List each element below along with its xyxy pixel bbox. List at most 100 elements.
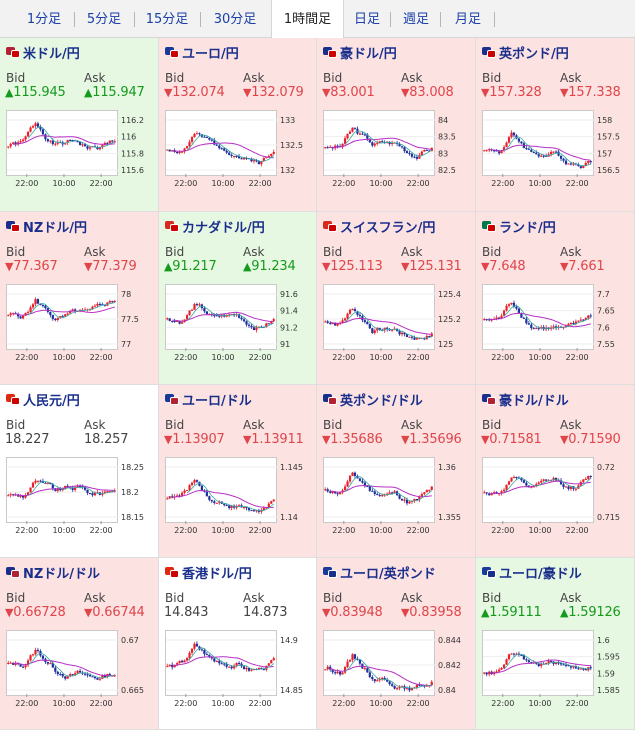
currency-pair-card[interactable]: 英ポンド/円 Bid Ask ▼157.328 ▼157.338 158 157.5 157 1…: [476, 38, 635, 212]
pair-header[interactable]: 人民元/円: [6, 391, 80, 409]
currency-pair-card[interactable]: 豪ドル/円 Bid Ask ▼83.001 ▼83.008 84 83.5 83 82.5 22:…: [317, 38, 476, 212]
candlestick-chart[interactable]: 1.6 1.595 1.59 1.585 22:00 10:00 22:00: [482, 630, 629, 708]
moving-average-short: [27, 126, 115, 149]
pair-name[interactable]: 香港ドル/円: [182, 566, 252, 582]
currency-pair-card[interactable]: 米ドル/円 Bid Ask ▲115.945 ▲115.947 116.2 116 115.8…: [0, 38, 159, 212]
currency-pair-card[interactable]: カナダドル/円 Bid Ask ▲91.217 ▲91.234 91.6 91.4 91.2 9…: [159, 212, 317, 385]
x-tick-label: 22:00: [90, 526, 113, 535]
down-arrow-icon: ▼: [164, 86, 173, 99]
pair-header[interactable]: 香港ドル/円: [165, 564, 252, 582]
tab-3[interactable]: 15分足: [145, 12, 189, 27]
tab-6[interactable]: 日足: [353, 12, 380, 27]
pair-header[interactable]: スイスフラン/円: [323, 218, 436, 236]
down-arrow-icon: ▼: [84, 606, 93, 619]
candlestick-chart[interactable]: 1.145 1.14 22:00 10:00 22:00: [165, 457, 312, 535]
pair-header[interactable]: NZドル/ドル: [6, 564, 101, 582]
candle-body: [46, 139, 49, 142]
candlestick-chart[interactable]: 0.72 0.715 22:00 10:00 22:00: [482, 457, 629, 535]
candle-body: [483, 319, 486, 321]
pair-header[interactable]: ユーロ/豪ドル: [482, 564, 582, 582]
tab-4[interactable]: 30分足: [213, 12, 257, 27]
currency-pair-card[interactable]: 香港ドル/円 Bid Ask 14.843 14.873 14.9 14.85 22:00 10…: [159, 558, 317, 730]
x-tick-label: 22:00: [566, 179, 589, 188]
candlestick-chart[interactable]: 125.4 125.2 125 22:00 10:00 22:00: [323, 284, 470, 362]
pair-name[interactable]: ランド/円: [499, 220, 556, 236]
candle-body: [176, 151, 179, 153]
gb-jp-flag-icon: [482, 46, 496, 58]
candle-body: [19, 316, 22, 319]
tab-7[interactable]: 週足: [402, 12, 429, 27]
candlestick-chart[interactable]: 91.6 91.4 91.2 91 22:00 10:00 22:00: [165, 284, 312, 362]
pair-name[interactable]: スイスフラン/円: [340, 220, 436, 236]
pair-header[interactable]: ユーロ/円: [165, 44, 239, 62]
pair-header[interactable]: 米ドル/円: [6, 44, 80, 62]
currency-pair-card[interactable]: ユーロ/英ポンド Bid Ask ▼0.83948 ▼0.83958 0.844 0.842…: [317, 558, 476, 730]
candlestick-chart[interactable]: 0.67 0.665 22:00 10:00 22:00: [6, 630, 153, 708]
pair-name[interactable]: ユーロ/英ポンド: [340, 566, 436, 582]
down-arrow-icon: ▼: [481, 86, 490, 99]
pair-header[interactable]: ユーロ/ドル: [165, 391, 252, 409]
candle-body: [203, 490, 206, 492]
ask-label: Ask: [560, 591, 582, 605]
currency-pair-card[interactable]: ユーロ/円 Bid Ask ▼132.074 ▼132.079 133 132.5 132 22…: [159, 38, 317, 212]
pair-header[interactable]: 豪ドル/ドル: [482, 391, 569, 409]
candlestick-chart[interactable]: 133 132.5 132 22:00 10:00 22:00: [165, 110, 312, 188]
pair-name[interactable]: 英ポンド/円: [499, 46, 569, 62]
candle-body: [567, 486, 570, 489]
candle-body: [587, 315, 590, 319]
pair-header[interactable]: ユーロ/英ポンド: [323, 564, 436, 582]
currency-pair-card[interactable]: スイスフラン/円 Bid Ask ▼125.113 ▼125.131 125.4 125.2…: [317, 212, 476, 385]
tab-5[interactable]: 1時間足: [271, 0, 344, 39]
ask-label: Ask: [243, 71, 265, 85]
candlestick-chart[interactable]: 14.9 14.85 22:00 10:00 22:00: [165, 630, 312, 708]
pair-name[interactable]: カナダドル/円: [182, 220, 265, 236]
currency-pair-card[interactable]: 豪ドル/ドル Bid Ask ▼0.71581 ▼0.71590 0.72 0.715 22:…: [476, 385, 635, 558]
candle-body: [408, 152, 411, 155]
pair-name[interactable]: 豪ドル/ドル: [499, 393, 569, 409]
pair-name[interactable]: 人民元/円: [23, 393, 80, 409]
candle-body: [582, 166, 585, 168]
candlestick-chart[interactable]: 78 77.5 77 22:00 10:00 22:00: [6, 284, 153, 362]
pair-header[interactable]: ランド/円: [482, 218, 556, 236]
candlestick-chart[interactable]: 0.844 0.842 0.84 22:00 10:00 22:00: [323, 630, 470, 708]
candle-body: [582, 319, 585, 321]
candlestick-chart[interactable]: 18.25 18.2 18.15 22:00 10:00 22:00: [6, 457, 153, 535]
candle-body: [176, 495, 179, 497]
pair-name[interactable]: ユーロ/円: [182, 46, 239, 62]
bid-price: 1.13907: [172, 432, 225, 447]
down-arrow-icon: ▼: [322, 86, 331, 99]
pair-header[interactable]: 英ポンド/円: [482, 44, 569, 62]
candlestick-chart[interactable]: 116.2 116 115.8 115.6 22:00 10:00 22:00: [6, 110, 153, 188]
currency-pair-card[interactable]: NZドル/ドル Bid Ask ▼0.66728 ▼0.66744 0.67 0.665 22…: [0, 558, 159, 730]
candlestick-chart[interactable]: 7.7 7.65 7.6 7.55 22:00 10:00 22:00: [482, 284, 629, 362]
currency-pair-card[interactable]: 英ポンド/ドル Bid Ask ▼1.35686 ▼1.35696 1.36 1.355 22…: [317, 385, 476, 558]
currency-pair-card[interactable]: ランド/円 Bid Ask ▼7.648 ▼7.661 7.7 7.65 7.6 7.55 22:…: [476, 212, 635, 385]
candle-body: [245, 667, 248, 670]
pair-header[interactable]: NZドル/円: [6, 218, 88, 236]
candle-body: [228, 314, 231, 316]
candle-body: [530, 486, 533, 488]
pair-name[interactable]: 豪ドル/円: [340, 46, 397, 62]
candle-body: [403, 499, 406, 501]
candle-body: [51, 140, 54, 145]
currency-pair-card[interactable]: ユーロ/豪ドル Bid Ask ▲1.59111 ▲1.59126 1.6 1.595 1.5…: [476, 558, 635, 730]
pair-name[interactable]: ユーロ/ドル: [182, 393, 252, 409]
candlestick-chart[interactable]: 158 157.5 157 156.5 22:00 10:00 22:00: [482, 110, 629, 188]
pair-name[interactable]: 英ポンド/ドル: [340, 393, 423, 409]
pair-name[interactable]: ユーロ/豪ドル: [499, 566, 582, 582]
candle-body: [257, 667, 260, 670]
currency-pair-card[interactable]: ユーロ/ドル Bid Ask ▼1.13907 ▼1.13911 1.145 1.14 22:…: [159, 385, 317, 558]
currency-pair-card[interactable]: NZドル/円 Bid Ask ▼77.367 ▼77.379 78 77.5 77 22:00 1…: [0, 212, 159, 385]
pair-name[interactable]: NZドル/円: [23, 220, 88, 236]
pair-header[interactable]: 英ポンド/ドル: [323, 391, 423, 409]
pair-name[interactable]: 米ドル/円: [23, 46, 80, 62]
tab-1[interactable]: 1分足: [26, 12, 62, 27]
pair-name[interactable]: NZドル/ドル: [23, 566, 101, 582]
candlestick-chart[interactable]: 84 83.5 83 82.5 22:00 10:00 22:00: [323, 110, 470, 188]
pair-header[interactable]: 豪ドル/円: [323, 44, 397, 62]
tab-2[interactable]: 5分足: [86, 12, 122, 27]
currency-pair-card[interactable]: 人民元/円 Bid Ask 18.227 18.257 18.25 18.2 18.15 22:…: [0, 385, 159, 558]
candlestick-chart[interactable]: 1.36 1.355 22:00 10:00 22:00: [323, 457, 470, 535]
tab-8[interactable]: 月足: [454, 12, 481, 27]
pair-header[interactable]: カナダドル/円: [165, 218, 265, 236]
